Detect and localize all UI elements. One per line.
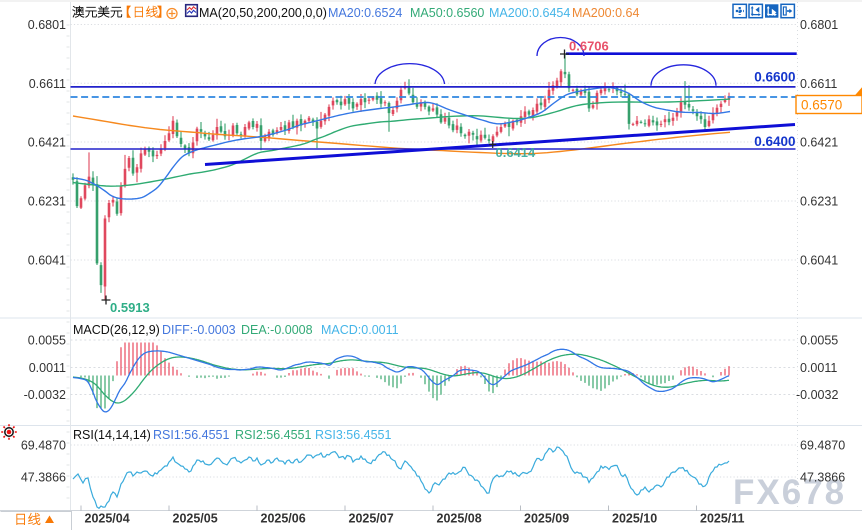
svg-text:0.6570: 0.6570: [801, 98, 842, 113]
svg-text:2025/09: 2025/09: [524, 512, 569, 526]
svg-text:-0.0032: -0.0032: [796, 388, 838, 402]
svg-text:MA20:0.6524: MA20:0.6524: [328, 6, 402, 20]
svg-text:0.6611: 0.6611: [29, 77, 66, 91]
svg-text:RSI(14,14,14): RSI(14,14,14): [73, 428, 151, 442]
svg-text:0.6041: 0.6041: [28, 254, 66, 268]
svg-text:0.6414: 0.6414: [496, 145, 537, 160]
svg-text:0.6421: 0.6421: [28, 136, 66, 150]
svg-text:0.0011: 0.0011: [800, 361, 837, 375]
svg-text:-0.0032: -0.0032: [24, 388, 66, 402]
svg-text:0.6706: 0.6706: [569, 39, 609, 54]
svg-text:69.4870: 69.4870: [21, 439, 66, 453]
svg-text:FX678: FX678: [733, 473, 846, 512]
svg-text:69.4870: 69.4870: [800, 439, 845, 453]
svg-text:0.6041: 0.6041: [800, 254, 838, 268]
svg-text:0.6801: 0.6801: [28, 18, 66, 32]
svg-text:0.6400: 0.6400: [754, 134, 795, 149]
svg-text:0.6231: 0.6231: [800, 195, 838, 209]
svg-text:2025/06: 2025/06: [261, 512, 306, 526]
svg-text:0.5913: 0.5913: [110, 300, 150, 315]
svg-text:DIFF:-0.0003: DIFF:-0.0003: [162, 323, 236, 337]
svg-text:2025/08: 2025/08: [437, 512, 482, 526]
svg-text:0.6600: 0.6600: [754, 70, 795, 85]
svg-text:0.6611: 0.6611: [800, 77, 837, 91]
svg-text:DEA:-0.0008: DEA:-0.0008: [241, 323, 313, 337]
svg-text:0.6231: 0.6231: [28, 195, 66, 209]
svg-text:2025/11: 2025/11: [700, 512, 745, 526]
svg-text:47.3866: 47.3866: [21, 471, 66, 485]
svg-text:2025/10: 2025/10: [612, 512, 657, 526]
svg-text:MACD:0.0011: MACD:0.0011: [321, 323, 399, 337]
svg-text:2025/07: 2025/07: [349, 512, 394, 526]
svg-text:RSI1:56.4551: RSI1:56.4551: [153, 428, 229, 442]
svg-text:RSI2:56.4551: RSI2:56.4551: [235, 428, 311, 442]
svg-text:MA(20,50,200,200,0,0): MA(20,50,200,200,0,0): [199, 6, 327, 20]
svg-text:MA200:0.64: MA200:0.64: [572, 6, 639, 20]
svg-text:0.0011: 0.0011: [29, 361, 66, 375]
svg-text:0.6801: 0.6801: [800, 18, 838, 32]
svg-text:MA200:0.6454: MA200:0.6454: [489, 6, 570, 20]
svg-text:47.3866: 47.3866: [800, 471, 845, 485]
svg-text:MA50:0.6560: MA50:0.6560: [410, 6, 484, 20]
svg-text:MACD(26,12,9): MACD(26,12,9): [73, 323, 160, 337]
svg-text:0.6421: 0.6421: [800, 136, 838, 150]
svg-text:2025/05: 2025/05: [173, 512, 218, 526]
svg-text:0.0055: 0.0055: [800, 334, 838, 348]
svg-text:0.0055: 0.0055: [28, 334, 66, 348]
svg-text:2025/04: 2025/04: [85, 512, 130, 526]
svg-text:RSI3:56.4551: RSI3:56.4551: [315, 428, 391, 442]
